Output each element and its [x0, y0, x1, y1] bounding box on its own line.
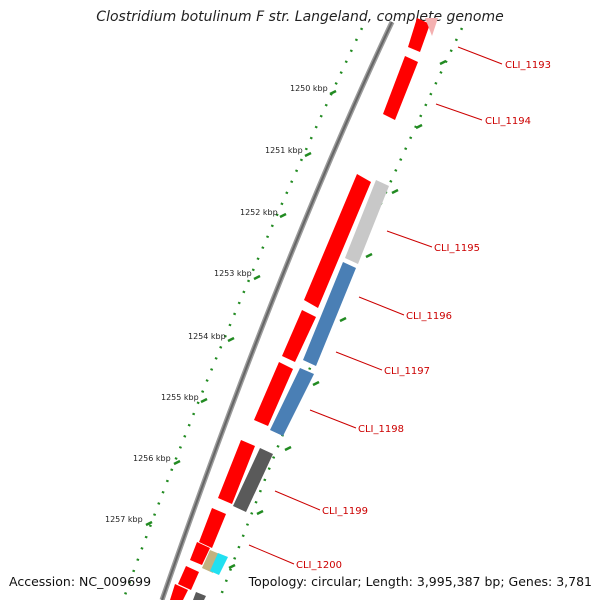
- gene-arrow: [199, 508, 226, 548]
- gene-arrow: [282, 310, 316, 362]
- gene-arrow: [193, 592, 206, 600]
- gene-labels: CLI_1193 CLI_1194 CLI_1195 CLI_1196 CLI_…: [296, 60, 551, 571]
- gene-arrow: [303, 262, 356, 366]
- kbp-tick: [253, 274, 261, 281]
- gene-label: CLI_1193: [505, 60, 551, 71]
- gene-features: [170, 18, 438, 600]
- kbp-tick: [279, 212, 287, 219]
- kbp-label: 1257 kbp: [105, 515, 143, 524]
- gene-arrow: [270, 368, 314, 436]
- label-leaders: [248, 46, 503, 565]
- gene-label: CLI_1199: [322, 506, 368, 517]
- kbp-label: 1254 kbp: [188, 332, 226, 341]
- kbp-label: 1255 kbp: [161, 393, 199, 402]
- gene-label: CLI_1195: [434, 243, 480, 254]
- gene-arrow: [210, 553, 228, 575]
- gene-label: CLI_1197: [384, 366, 430, 377]
- kbp-tick: [304, 151, 312, 158]
- kbp-tick: [173, 459, 181, 466]
- kbp-tick: [145, 520, 153, 527]
- gene-label: CLI_1198: [358, 424, 404, 435]
- gene-arrow: [383, 56, 418, 120]
- kbp-tick: [227, 336, 235, 343]
- inner-ticks: [228, 59, 447, 570]
- gene-arrow: [190, 542, 210, 565]
- gene-arrow: [254, 362, 293, 426]
- gene-arrow: [233, 448, 273, 512]
- gene-arrow: [408, 18, 430, 52]
- gene-arrow: [345, 180, 389, 264]
- gene-arrow: [218, 440, 255, 504]
- gene-arrow: [178, 566, 199, 590]
- kbp-label: 1250 kbp: [290, 84, 328, 93]
- kbp-tick: [329, 89, 337, 96]
- kbp-labels: 1250 kbp 1251 kbp 1252 kbp 1253 kbp 1254…: [105, 84, 328, 524]
- scale-ticks: [145, 89, 337, 527]
- accession-text: Accession: NC_009699: [9, 574, 152, 589]
- topology-text: Topology: circular; Length: 3,995,387 bp…: [248, 574, 592, 589]
- kbp-label: 1251 kbp: [265, 146, 303, 155]
- kbp-label: 1253 kbp: [214, 269, 252, 278]
- map-title: Clostridium botulinum F str. Langeland, …: [96, 9, 504, 25]
- gene-label: CLI_1200: [296, 560, 342, 571]
- kbp-label: 1252 kbp: [240, 208, 278, 217]
- gene-label: CLI_1196: [406, 311, 452, 322]
- kbp-tick: [200, 397, 208, 404]
- gene-label: CLI_1194: [485, 116, 531, 127]
- kbp-label: 1256 kbp: [133, 454, 171, 463]
- gene-arrow: [304, 174, 371, 308]
- gene-arrow: [425, 18, 438, 36]
- gene-arrow: [170, 584, 188, 600]
